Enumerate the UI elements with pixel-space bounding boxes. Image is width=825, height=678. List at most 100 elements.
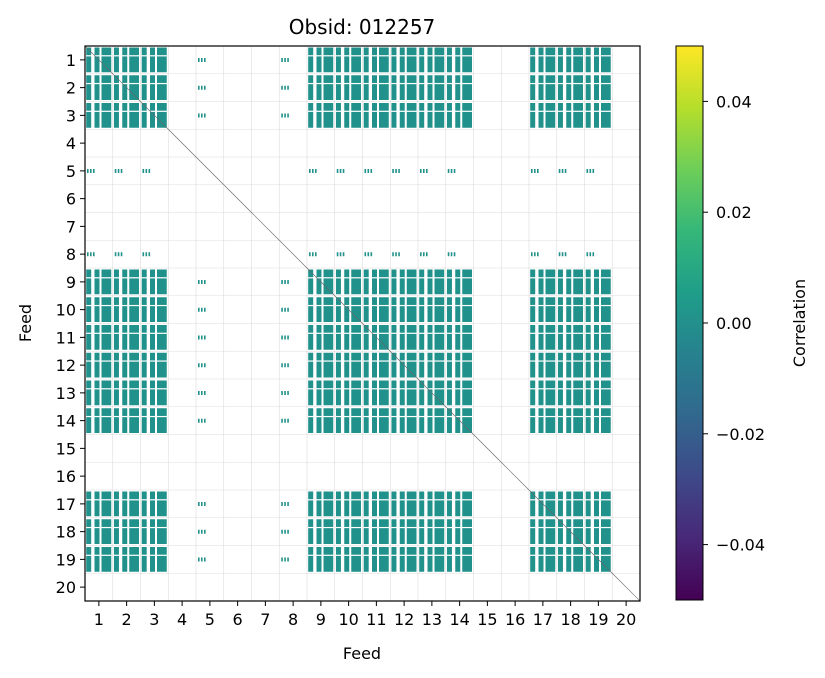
heatmap-cell-f19-f14: [585, 408, 612, 433]
heatmap-cell-f13-f17: [419, 491, 445, 517]
heatmap-cell-f9-f14: [308, 408, 334, 433]
heatmap-cell-f13-f5: [420, 169, 428, 173]
heatmap-cell-f13-f2: [419, 75, 445, 100]
heatmap-cell-f14-f17: [446, 491, 473, 517]
heatmap-cell-f8-f2: [281, 85, 289, 90]
heatmap-cell-f9-f1: [308, 47, 334, 73]
heatmap-cell-f13-f1: [419, 47, 445, 73]
y-axis-label: Feed: [16, 304, 35, 342]
diagonal-mark: [306, 267, 335, 296]
diagonal-mark: [195, 156, 224, 185]
heatmap-cell-f1-f10: [86, 297, 112, 322]
heatmap-cell-f19-f2: [585, 75, 612, 100]
x-tick-label: 1: [94, 610, 104, 629]
heatmap-cell-f17-f1: [530, 47, 556, 73]
heatmap-cell-f11-f8: [364, 252, 373, 257]
heatmap-cell-f2-f13: [113, 380, 140, 406]
heatmap-cell-f17-f14: [530, 408, 556, 433]
heatmap-cell-f9-f19: [308, 547, 334, 572]
heatmap-cell-f13-f3: [419, 103, 445, 128]
x-axis-label: Feed: [343, 644, 381, 663]
heatmap-cell-f11-f13: [363, 380, 390, 406]
x-tick-label: 15: [477, 610, 497, 629]
heatmap-cell-f10-f18: [335, 519, 362, 544]
heatmap-cell-f10-f5: [336, 169, 345, 173]
heatmap-cell-f19-f10: [585, 297, 612, 322]
heatmap-cell-f19-f1: [585, 47, 612, 73]
heatmap-cell-f12-f17: [391, 491, 417, 517]
heatmap-cell-f1-f14: [86, 408, 112, 433]
y-tick-label: 16: [56, 467, 76, 486]
heatmap-cell-f1-f12: [86, 352, 112, 378]
heatmap-cell-f13-f19: [419, 547, 445, 572]
heatmap-cell-f14-f10: [446, 297, 473, 322]
y-tick-label: 8: [66, 245, 76, 264]
y-tick-label: 18: [56, 523, 76, 542]
heatmap-cell-f5-f3: [198, 113, 206, 118]
heatmap-cell-f10-f13: [335, 380, 362, 406]
heatmap-cell-f11-f9: [363, 269, 390, 295]
heatmap-cell-f1-f8: [87, 252, 95, 257]
heatmap-cell-f1-f9: [86, 269, 112, 295]
heatmap-cell-f2-f17: [113, 491, 140, 517]
colorbar-tick-label: −0.02: [716, 425, 765, 444]
heatmap-cell-f8-f13: [281, 391, 289, 395]
x-tick-label: 7: [260, 610, 270, 629]
heatmap-cell-f13-f12: [419, 352, 445, 378]
x-tick-label: 20: [616, 610, 636, 629]
heatmap-cell-f14-f3: [446, 103, 473, 128]
x-tick-label: 6: [233, 610, 243, 629]
heatmap-cell-f17-f18: [530, 519, 556, 544]
x-tick-label: 9: [316, 610, 326, 629]
heatmap-cell-f12-f8: [392, 252, 400, 257]
heatmap-cell-f19-f5: [586, 169, 595, 173]
heatmap-cell-f3-f13: [141, 380, 168, 406]
y-tick-label: 4: [66, 134, 76, 153]
colorbar-tick-label: 0.04: [716, 92, 752, 111]
diagonal-mark: [112, 73, 141, 102]
heatmap-cell-f12-f3: [391, 103, 417, 128]
heatmap-cell-f18-f13: [557, 380, 584, 406]
heatmap-cell-f3-f11: [141, 325, 168, 350]
heatmap-cell-f17-f12: [530, 352, 556, 378]
heatmap-cell-f2-f11: [113, 325, 140, 350]
heatmap-cell-f13-f18: [419, 519, 445, 544]
y-tick-label: 5: [66, 162, 76, 181]
colorbar-ticks: −0.04 −0.02 0.00 0.02 0.04: [703, 92, 765, 555]
diagonal-mark: [223, 184, 252, 213]
y-tick-label: 13: [56, 384, 76, 403]
heatmap-cell-f9-f17: [308, 491, 334, 517]
heatmap-cell-f18-f8: [558, 252, 567, 257]
heatmap-cell-f5-f11: [198, 335, 206, 340]
heatmap-cell-f2-f8: [114, 252, 123, 257]
heatmap-cell-f14-f9: [446, 269, 473, 295]
diagonal-mark: [556, 517, 585, 546]
heatmap-cells: [85, 46, 640, 601]
heatmap-cell-f19-f8: [586, 252, 595, 257]
diagonal-mark: [251, 212, 280, 241]
heatmap-cell-f5-f10: [198, 307, 206, 312]
heatmap-cell-f5-f12: [198, 363, 206, 368]
y-tick-label: 12: [56, 356, 76, 375]
heatmap-cell-f8-f1: [281, 58, 289, 62]
heatmap-cell-f9-f3: [308, 103, 334, 128]
heatmap-cell-f9-f18: [308, 519, 334, 544]
heatmap-cell-f5-f19: [198, 557, 206, 562]
y-tick-label: 19: [56, 550, 76, 569]
heatmap-cell-f19-f12: [585, 352, 612, 378]
diagonal-mark: [501, 462, 530, 491]
x-tick-label: 14: [449, 610, 469, 629]
diagonal-mark: [473, 434, 502, 463]
heatmap-cell-f18-f2: [557, 75, 584, 100]
diagonal-mark: [528, 489, 557, 518]
heatmap-cell-f1-f18: [86, 519, 112, 544]
y-tick-label: 11: [56, 328, 76, 347]
grid-lines: [84, 45, 641, 602]
heatmap-cell-f5-f14: [198, 418, 206, 423]
diagonal-mark: [140, 101, 169, 130]
heatmap-cell-f17-f5: [531, 169, 539, 173]
diagonal-mark: [279, 240, 308, 269]
heatmap-cell-f14-f5: [447, 169, 456, 173]
x-tick-label: 8: [288, 610, 298, 629]
